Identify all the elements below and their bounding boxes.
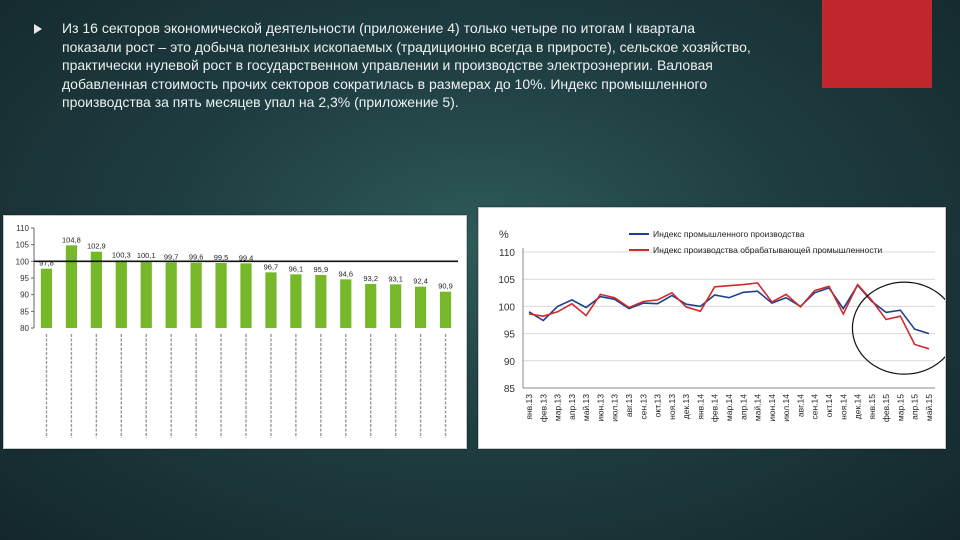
bar-y-tick-label: 95 <box>20 274 29 283</box>
bar <box>115 260 127 328</box>
bar-value-label: 100,1 <box>137 251 156 260</box>
bar-value-label: 96,1 <box>289 264 304 273</box>
line-x-tick-label: янв.13 <box>524 394 534 420</box>
bar-value-label: 99,6 <box>189 253 204 262</box>
line-x-tick-label: дек.13 <box>681 394 691 419</box>
line-x-tick-label: окт.13 <box>653 394 663 418</box>
bar-value-label: 90,9 <box>438 282 453 291</box>
line-x-tick-label: июл.14 <box>781 394 791 422</box>
line-y-tick-label: 105 <box>498 275 515 286</box>
bar-value-label: 99,5 <box>214 253 229 262</box>
line-x-tick-label: май.13 <box>581 394 591 421</box>
line-y-tick-label: 85 <box>504 384 516 395</box>
bar-value-label: 92,4 <box>413 277 428 286</box>
line-x-tick-label: янв.15 <box>867 394 877 420</box>
bar-value-label: 102,9 <box>87 242 106 251</box>
slide-paragraph: Из 16 секторов экономической деятельност… <box>62 20 751 111</box>
line-x-tick-label: апр.13 <box>567 394 577 420</box>
bar-y-tick-label: 100 <box>16 257 30 266</box>
bar <box>65 245 78 328</box>
line-x-tick-label: сен.13 <box>638 394 648 420</box>
legend-label: Индекс промышленного производства <box>653 229 805 239</box>
line-x-tick-label: ноя.13 <box>667 394 677 420</box>
line-x-tick-label: апр.14 <box>738 394 748 420</box>
bar <box>265 272 277 328</box>
bar <box>290 274 302 328</box>
line-y-tick-label: 90 <box>504 357 516 368</box>
bar <box>215 263 227 328</box>
accent-bar <box>822 0 932 88</box>
bar <box>390 284 402 328</box>
line-x-tick-label: дек.14 <box>853 394 863 419</box>
line-x-tick-label: апр.15 <box>910 394 920 420</box>
bar-y-tick-label: 80 <box>20 324 29 333</box>
line-x-tick-label: авг.14 <box>795 394 805 417</box>
bar-value-label: 99,4 <box>239 253 254 262</box>
line-x-tick-label: сен.14 <box>810 394 820 420</box>
bar-value-label: 95,9 <box>314 265 329 274</box>
bar-value-label: 94,6 <box>338 269 353 278</box>
bar-value-label: 96,7 <box>264 262 279 271</box>
bar <box>315 275 327 328</box>
bar-value-label: 93,2 <box>363 274 378 283</box>
bar <box>439 291 452 328</box>
bar-y-tick-label: 85 <box>20 307 29 316</box>
production-index-line-chart: 85 90 95 100 105 110% янв.13 фев.13 мар.13 апр.13… <box>478 207 958 449</box>
line-x-tick-label: фев.14 <box>710 394 720 422</box>
line-y-axis-label: % <box>499 229 509 241</box>
line-x-tick-label: июл.13 <box>610 394 620 422</box>
bar-value-label: 97,8 <box>39 259 54 268</box>
line-x-tick-label: ноя.14 <box>838 394 848 420</box>
bar <box>165 262 177 328</box>
bar <box>414 286 427 328</box>
bar <box>365 284 377 328</box>
sector-bar-chart: 80 85 90 95 100 105 110 97,8 104,8 102,9 100,3 100,… <box>3 215 467 449</box>
bar-value-label: 93,1 <box>388 274 403 283</box>
line-x-tick-label: май.14 <box>753 394 763 421</box>
line-x-tick-label: мар.13 <box>553 394 563 421</box>
line-x-tick-label: фев.13 <box>538 394 548 422</box>
bar <box>240 263 252 328</box>
line-y-tick-label: 95 <box>504 330 516 341</box>
bar <box>90 251 102 328</box>
line-x-tick-label: авг.13 <box>624 394 634 417</box>
series-line-2 <box>528 282 930 350</box>
bar <box>190 262 202 328</box>
line-x-tick-label: июн.13 <box>595 394 605 422</box>
line-x-tick-label: янв.14 <box>695 394 705 420</box>
line-x-tick-label: мар.14 <box>724 394 734 421</box>
bar-chart-svg: 80 85 90 95 100 105 110 97,8 104,8 102,9 100,3 100,… <box>16 224 458 438</box>
bar-value-label: 104,8 <box>62 235 81 244</box>
bar <box>40 268 53 328</box>
series-line-1 <box>528 283 930 335</box>
line-y-tick-label: 100 <box>498 302 515 313</box>
line-x-tick-label: окт.14 <box>824 394 834 418</box>
line-y-tick-label: 110 <box>499 248 515 259</box>
bar-y-tick-label: 110 <box>16 224 29 233</box>
line-x-tick-label: май.15 <box>924 394 934 421</box>
line-x-tick-label: фев.15 <box>881 394 891 422</box>
bar-value-label: 99,7 <box>164 252 179 261</box>
bullet-arrow-icon <box>34 24 42 34</box>
line-x-tick-label: мар.15 <box>895 394 905 421</box>
bar-value-label: 100,3 <box>112 250 131 259</box>
line-x-tick-label: июн.14 <box>767 394 777 422</box>
bar <box>140 261 152 328</box>
legend-label: Индекс производства обрабатывающей промы… <box>653 245 882 255</box>
bar-y-tick-label: 90 <box>20 291 29 300</box>
line-chart-svg: 85 90 95 100 105 110% янв.13 фев.13 мар.13 апр.13… <box>498 229 958 422</box>
bar-y-tick-label: 105 <box>16 241 30 250</box>
bar <box>340 279 352 328</box>
